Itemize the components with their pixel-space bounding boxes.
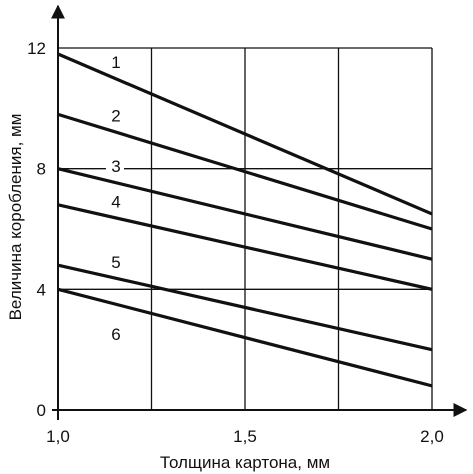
series-label-6: 6	[111, 325, 120, 344]
axes	[51, 4, 468, 420]
series-lines	[57, 52, 433, 388]
series-line-5	[57, 263, 433, 352]
y-tick-label: 4	[37, 280, 46, 299]
x-tick-label: 2,0	[420, 427, 444, 446]
series-line-2	[57, 112, 433, 231]
x-axis-title: Толщина картона, мм	[160, 453, 330, 472]
y-tick-label: 8	[37, 160, 46, 179]
series-label-background	[106, 154, 124, 175]
series-labels: 1 2 3 4 5 6	[106, 53, 124, 344]
series-label-1: 1	[111, 53, 120, 72]
series-line-3	[57, 167, 433, 261]
y-axis-title: Величина коробления, мм	[6, 114, 25, 321]
series-line-1	[57, 52, 433, 216]
series-label-4: 4	[111, 193, 120, 212]
grid	[57, 47, 433, 411]
y-tick-label: 0	[37, 401, 46, 420]
series-label-2: 2	[111, 107, 120, 126]
series-label-5: 5	[111, 253, 120, 272]
series-line-4	[57, 203, 433, 291]
series-line-6	[57, 287, 433, 388]
y-tick-label: 12	[27, 39, 46, 58]
x-tick-label: 1,0	[46, 427, 70, 446]
x-tick-label: 1,5	[233, 427, 257, 446]
series-label-3: 3	[111, 157, 120, 176]
